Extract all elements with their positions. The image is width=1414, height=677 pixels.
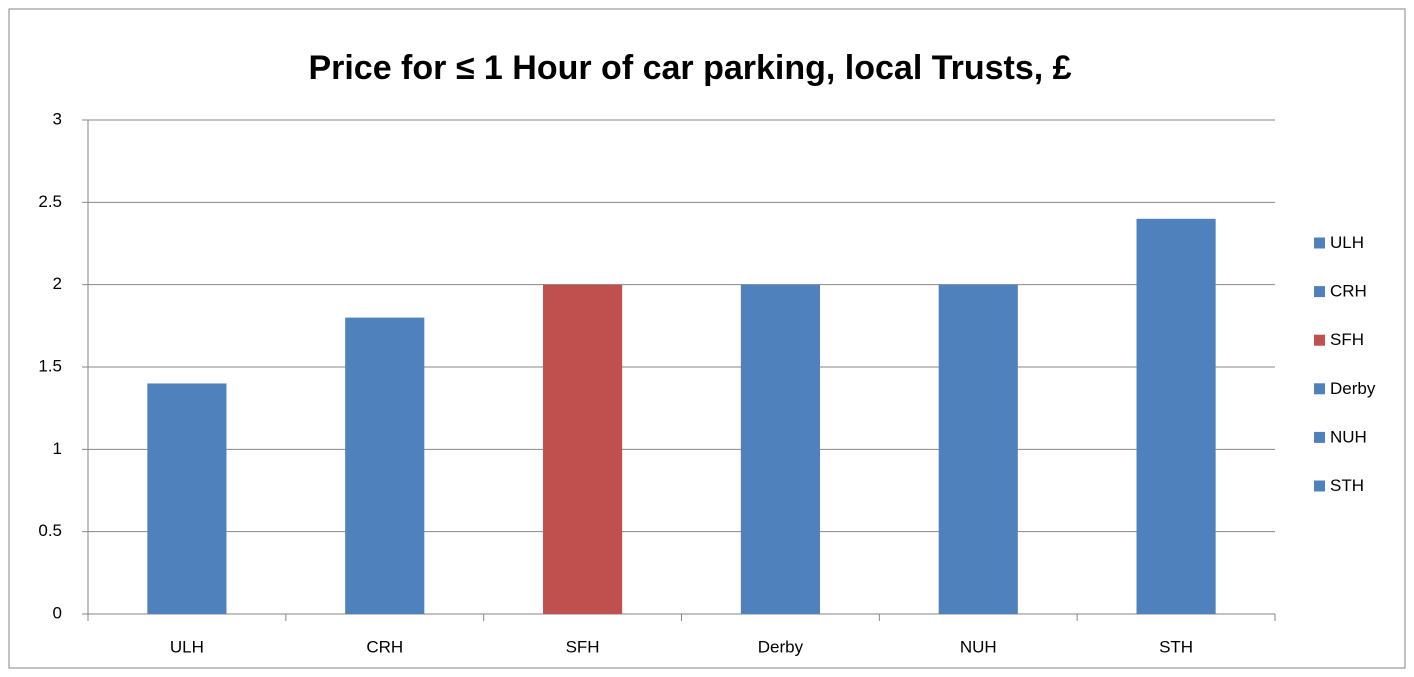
bar [1136,218,1216,615]
y-tick-label: 0.5 [38,521,62,540]
y-tick-label: 1 [53,439,62,458]
legend-label: STH [1330,476,1364,495]
legend-swatch [1314,334,1325,346]
y-tick-label: 2.5 [38,192,62,211]
legend-swatch [1314,383,1325,395]
legend-label: ULH [1330,233,1364,252]
bar [740,284,820,614]
legend-label: NUH [1330,427,1367,446]
legend-swatch [1314,286,1325,298]
x-tick-label: ULH [170,637,204,656]
y-tick-label: 1.5 [38,356,62,375]
legend-swatch [1314,480,1325,492]
legend-label: Derby [1330,379,1376,398]
legend-swatch [1314,237,1325,249]
legend-label: SFH [1330,330,1364,349]
chart-title: Price for ≤ 1 Hour of car parking, local… [308,49,1071,87]
bar [938,284,1018,614]
legend-swatch [1314,431,1325,443]
legend-label: CRH [1330,282,1367,301]
y-tick-label: 2 [53,274,62,293]
y-tick-label: 0 [53,603,62,622]
bar [543,284,623,614]
x-tick-label: NUH [960,637,997,656]
x-tick-label: STH [1159,637,1193,656]
y-tick-label: 3 [53,109,62,128]
bar [147,383,227,614]
x-tick-label: SFH [566,637,600,656]
bar [345,317,425,614]
x-tick-label: CRH [366,637,403,656]
x-tick-label: Derby [758,637,804,656]
